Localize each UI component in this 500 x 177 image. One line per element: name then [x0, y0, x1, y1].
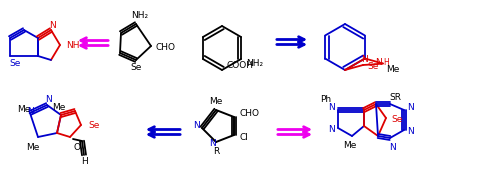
- Text: Se: Se: [9, 59, 20, 67]
- Text: R: R: [213, 147, 219, 156]
- Text: Me: Me: [386, 65, 400, 74]
- Text: N: N: [210, 138, 216, 147]
- Text: N: N: [44, 96, 52, 104]
- Text: H: H: [383, 58, 389, 67]
- Text: Se: Se: [88, 121, 100, 130]
- Text: Me: Me: [26, 142, 40, 152]
- Text: N: N: [328, 125, 335, 135]
- Text: COOH: COOH: [226, 61, 254, 70]
- Text: Se: Se: [130, 64, 141, 73]
- Text: N: N: [406, 127, 414, 136]
- Text: CHO: CHO: [240, 110, 260, 118]
- Text: Me: Me: [210, 98, 222, 107]
- Text: N: N: [328, 102, 335, 112]
- Text: NH: NH: [66, 41, 80, 50]
- Text: Me: Me: [18, 105, 30, 115]
- Text: N: N: [50, 21, 56, 30]
- Text: N: N: [388, 142, 396, 152]
- Text: NH₂: NH₂: [246, 59, 264, 67]
- Text: NH₂: NH₂: [132, 12, 148, 21]
- Text: Me: Me: [52, 102, 66, 112]
- Text: CHO: CHO: [155, 44, 175, 53]
- Text: N: N: [360, 55, 368, 64]
- Text: H: H: [80, 156, 87, 165]
- Text: Ph: Ph: [320, 96, 332, 104]
- Text: Se: Se: [367, 62, 378, 71]
- Text: N: N: [406, 104, 414, 113]
- Text: N: N: [192, 121, 200, 130]
- Text: N: N: [374, 58, 382, 67]
- Text: Se: Se: [391, 116, 402, 124]
- Text: O: O: [74, 144, 80, 153]
- Text: N: N: [28, 107, 34, 116]
- Text: SR: SR: [389, 93, 401, 101]
- Text: Cl: Cl: [240, 133, 248, 142]
- Text: Me: Me: [344, 141, 356, 150]
